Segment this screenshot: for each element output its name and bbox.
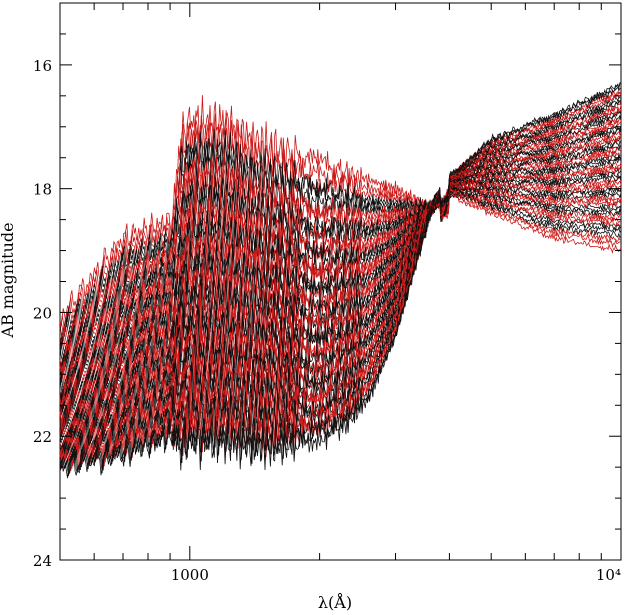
axis-tick-labels: 16 18 20 22 24 1000 10⁴	[33, 57, 621, 584]
spectrum-line	[59, 104, 622, 460]
spectrum-line	[59, 171, 622, 364]
y-tick-label: 16	[33, 57, 52, 75]
spectrum-line	[59, 174, 622, 393]
spectra-series-group	[59, 82, 622, 479]
y-tick-label: 20	[33, 304, 52, 322]
spectrum-line	[59, 156, 622, 351]
y-tick-label: 22	[33, 428, 52, 446]
spectrum-line	[59, 184, 622, 383]
spectrum-line	[59, 116, 622, 333]
spectrum-line	[59, 82, 622, 479]
spectrum-line	[59, 145, 622, 346]
spectrum-line	[59, 95, 622, 326]
y-axis-label: AB magnitude	[0, 222, 17, 338]
axis-ticks	[59, 2, 622, 561]
spectrum-line	[59, 172, 622, 396]
x-tick-label: 10⁴	[596, 566, 621, 584]
y-tick-label: 24	[33, 552, 52, 570]
x-axis-label: λ(Å)	[318, 592, 352, 612]
spectrum-line	[59, 135, 622, 426]
x-tick-label: 1000	[171, 566, 209, 584]
y-tick-label: 18	[33, 181, 52, 199]
